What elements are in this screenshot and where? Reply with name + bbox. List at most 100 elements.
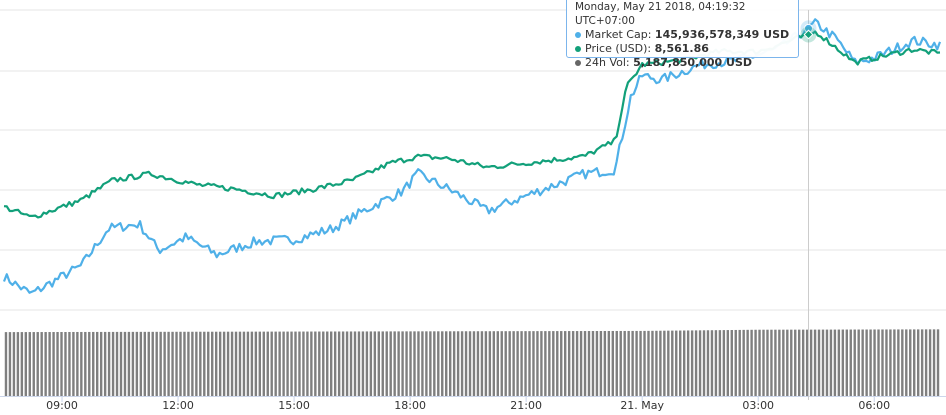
volume-bar <box>433 331 436 396</box>
volume-bar <box>310 331 313 396</box>
volume-bar <box>262 331 265 396</box>
volume-bar <box>381 331 384 396</box>
volume-bar <box>405 331 408 396</box>
volume-bar <box>357 331 361 396</box>
volume-bar <box>512 331 515 396</box>
volume-bar <box>492 331 496 396</box>
volume-bar <box>314 331 317 396</box>
volume-bar <box>92 331 95 396</box>
volume-bar <box>488 331 492 396</box>
volume-bar <box>353 331 357 396</box>
volume-bar <box>286 331 289 396</box>
volume-bar <box>798 329 801 396</box>
volume-bar <box>532 331 535 396</box>
volume-bar <box>671 330 674 396</box>
volume-bar <box>936 329 940 396</box>
volume-bar <box>536 331 539 396</box>
volume-bar <box>544 331 547 396</box>
volume-bar <box>163 331 166 396</box>
volume-bar <box>48 332 51 396</box>
volume-bar <box>730 330 733 396</box>
volume-bar <box>682 330 686 396</box>
volume-bar <box>750 329 753 396</box>
volume-bar <box>611 330 614 396</box>
volume-bar <box>857 329 860 396</box>
volume-bar <box>686 330 690 396</box>
volume-bar <box>849 329 852 396</box>
volume-bar <box>266 331 269 396</box>
volume-bar <box>115 331 119 396</box>
tooltip-date: Monday, May 21 2018, 04:19:32 UTC+07:00 <box>575 1 746 27</box>
volume-bar <box>504 331 507 396</box>
volume-bar <box>853 329 856 396</box>
volume-bar <box>595 331 599 396</box>
volume-bar <box>591 331 595 396</box>
volume-bar <box>631 330 634 396</box>
volume-bar <box>607 330 611 396</box>
volume-bar <box>127 331 131 396</box>
volume-bar <box>778 329 781 396</box>
volume-bar <box>766 329 769 396</box>
volume-bar <box>40 332 43 396</box>
volume-bar <box>893 329 896 396</box>
volume-bar <box>417 331 420 396</box>
tooltip-row-market-cap: Market Cap: 145,936,578,349 USD <box>575 28 790 42</box>
volume-bar <box>326 331 329 396</box>
volume-bar <box>413 331 416 396</box>
volume-bar <box>250 331 254 396</box>
volume-bar <box>794 329 797 396</box>
volume-bar <box>464 331 468 396</box>
volume-bar <box>909 329 912 396</box>
volume-bar <box>111 331 115 396</box>
volume-bar <box>924 329 928 396</box>
volume-bar <box>675 330 678 396</box>
volume-bar <box>627 330 630 396</box>
volume-bar <box>869 329 872 396</box>
volume-bar <box>337 331 341 396</box>
volume-bar <box>123 331 127 396</box>
volume-bar <box>623 330 626 396</box>
volume-bar <box>746 329 749 396</box>
volume-bar <box>254 331 258 396</box>
volume-bar <box>28 332 31 396</box>
volume-bar <box>655 330 658 396</box>
volume-bar <box>639 330 642 396</box>
volume-bar <box>805 329 809 396</box>
volume-bar <box>302 331 305 396</box>
volume-bar <box>754 329 757 396</box>
volume-bar <box>841 329 845 396</box>
volume-bar <box>397 331 400 396</box>
volume-bar <box>897 329 900 396</box>
volume-bar <box>790 329 793 396</box>
volume-bar <box>389 331 392 396</box>
volume-bar <box>603 330 607 396</box>
volume-bar <box>651 330 654 396</box>
volume-bar <box>103 331 107 396</box>
volume-bar <box>361 331 365 396</box>
volume-bar <box>421 331 424 396</box>
volume-bar <box>679 330 682 396</box>
volume-bar <box>821 329 825 396</box>
volume-bar <box>290 331 293 396</box>
volume-bar <box>718 330 722 396</box>
volume-bar <box>425 331 428 396</box>
volume-bar <box>24 332 28 396</box>
volume-bar <box>619 330 622 396</box>
volume-bar <box>460 331 464 396</box>
volume-bar <box>452 331 456 396</box>
volume-bar <box>155 331 158 396</box>
volume-bar <box>214 331 218 396</box>
x-tick-label: 12:00 <box>162 399 194 412</box>
volume-bar <box>298 331 301 396</box>
x-tick-label: 21. May <box>620 399 664 412</box>
volume-bar <box>429 331 432 396</box>
volume-bar <box>199 331 202 396</box>
volume-bar <box>445 331 448 396</box>
volume-bar <box>441 331 444 396</box>
tooltip-label: Price (USD): <box>585 42 652 55</box>
tooltip-row-volume: 24h Vol: 5,187,850,000 USD <box>575 56 790 70</box>
volume-bar <box>16 332 20 396</box>
volume-bar <box>207 331 210 396</box>
volume-bar <box>131 331 135 396</box>
